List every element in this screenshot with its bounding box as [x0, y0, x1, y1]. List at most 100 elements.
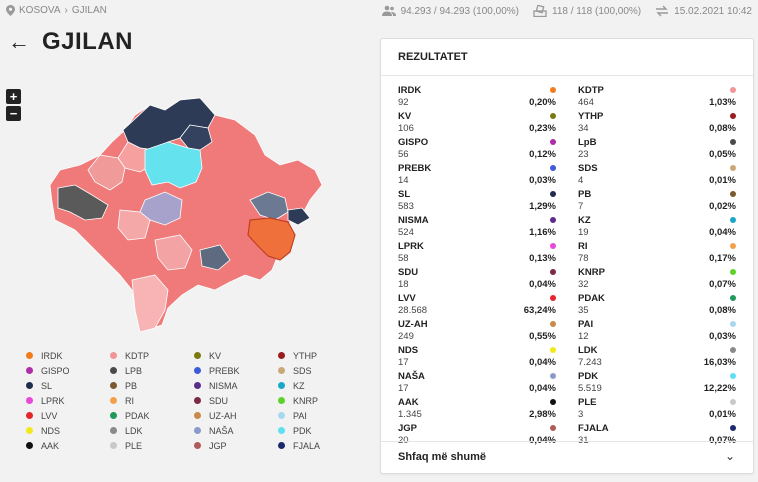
map-region-kdtp-2[interactable] [87, 154, 126, 191]
map-region-west-ldk[interactable] [57, 184, 109, 221]
legend-swatch [278, 442, 285, 449]
party-name: KDTP [578, 85, 604, 96]
party-color-dot [730, 321, 736, 327]
zoom-out-button[interactable]: − [6, 106, 21, 121]
map-region-gjilan[interactable] [247, 217, 296, 261]
legend-item: KV [194, 350, 278, 361]
party-percent: 0,08% [709, 123, 736, 134]
party-votes: 23 [578, 149, 589, 160]
party-color-dot [730, 165, 736, 171]
party-votes: 1.345 [398, 409, 422, 420]
map-region-east-ldk-2[interactable] [199, 244, 231, 271]
legend-item: SL [26, 380, 110, 391]
result-item: SDU 18 0,04% [398, 267, 556, 292]
party-percent: 0,04% [529, 435, 556, 446]
party-color-dot [730, 269, 736, 275]
party-votes: 35 [578, 305, 589, 316]
legend-label: KDTP [125, 350, 150, 361]
map-region-east-sl[interactable] [287, 207, 311, 226]
legend-item: YTHP [278, 350, 362, 361]
party-percent: 0,13% [529, 253, 556, 264]
legend-item: JGP [194, 440, 278, 451]
result-item: NDS 17 0,04% [398, 345, 556, 370]
legend-label: IRDK [41, 350, 63, 361]
show-more-button[interactable]: Shfaq më shumë [398, 451, 487, 463]
legend-label: KZ [293, 380, 305, 391]
party-percent: 0,04% [529, 279, 556, 290]
legend-label: NISMA [209, 380, 238, 391]
party-name: SDS [578, 163, 598, 174]
results-panel: REZULTATET IRDK 92 0,20% KDTP 464 1,03% KV 106 0… [380, 38, 754, 474]
legend-swatch [26, 367, 33, 374]
chevron-down-icon[interactable]: ⌄ [724, 449, 735, 463]
voters-count: 94.293 / 94.293 (100,00%) [400, 5, 519, 17]
map-region-pdk[interactable] [144, 141, 203, 189]
result-item: KZ 19 0,04% [578, 215, 736, 240]
result-item: PLE 3 0,01% [578, 397, 736, 422]
legend-item: NDS [26, 425, 110, 436]
party-color-dot [550, 139, 556, 145]
legend-swatch [194, 442, 201, 449]
updated-time: 15.02.2021 10:42 [674, 5, 752, 17]
breadcrumb-root[interactable]: KOSOVA [19, 5, 61, 16]
legend-swatch [194, 382, 201, 389]
party-votes: 5.519 [578, 383, 602, 394]
party-votes: 18 [398, 279, 409, 290]
map-region-base[interactable] [49, 97, 323, 333]
legend-item: RI [110, 395, 194, 406]
party-percent: 0,55% [529, 331, 556, 342]
party-votes: 3 [578, 409, 584, 420]
party-color-dot [550, 165, 556, 171]
party-name: GISPO [398, 137, 429, 148]
result-item: KV 106 0,23% [398, 111, 556, 136]
result-item: PAI 12 0,03% [578, 319, 736, 344]
party-votes: 31 [578, 435, 589, 446]
legend-label: KNRP [293, 395, 319, 406]
result-item: RI 78 0,17% [578, 241, 736, 266]
party-percent: 0,01% [709, 409, 736, 420]
map-region-south[interactable] [131, 274, 169, 333]
map-legend: IRDK KDTP KV YTHP GISPO LPB PREBK SDS SL PB NISMA K… [26, 350, 366, 451]
party-color-dot [730, 373, 736, 379]
party-percent: 0,20% [529, 97, 556, 108]
party-percent: 0,12% [529, 149, 556, 160]
legend-label: SDU [209, 395, 229, 406]
map-region-south-2[interactable] [154, 234, 193, 271]
party-votes: 28.568 [398, 305, 428, 316]
legend-swatch [194, 427, 201, 434]
party-votes: 12 [578, 331, 589, 342]
party-color-dot [730, 243, 736, 249]
legend-label: GISPO [41, 365, 70, 376]
result-item: LpB 23 0,05% [578, 137, 736, 162]
party-votes: 17 [398, 357, 409, 368]
results-map[interactable] [40, 70, 340, 340]
divider [381, 75, 753, 76]
party-color-dot [730, 217, 736, 223]
party-votes: 20 [398, 435, 409, 446]
party-color-dot [550, 113, 556, 119]
legend-label: LPRK [41, 395, 65, 406]
legend-label: LVV [41, 410, 58, 421]
result-item: PREBK 14 0,03% [398, 163, 556, 188]
party-color-dot [550, 87, 556, 93]
legend-item: SDS [278, 365, 362, 376]
party-percent: 0,05% [709, 149, 736, 160]
result-item: KDTP 464 1,03% [578, 85, 736, 110]
party-percent: 63,24% [523, 305, 556, 316]
party-name: LpB [578, 137, 597, 148]
party-votes: 583 [398, 201, 414, 212]
back-arrow-icon[interactable]: ← [8, 29, 30, 54]
legend-item: LDK [110, 425, 194, 436]
legend-item: AAK [26, 440, 110, 451]
legend-item: PAI [278, 410, 362, 421]
party-color-dot [550, 217, 556, 223]
party-votes: 7 [578, 201, 584, 212]
legend-item: UZ-AH [194, 410, 278, 421]
legend-swatch [110, 412, 117, 419]
party-color-dot [550, 399, 556, 405]
zoom-in-button[interactable]: + [6, 89, 21, 104]
party-percent: 1,16% [529, 227, 556, 238]
map-region-center-light[interactable] [117, 209, 151, 241]
party-votes: 106 [398, 123, 414, 134]
party-votes: 464 [578, 97, 594, 108]
